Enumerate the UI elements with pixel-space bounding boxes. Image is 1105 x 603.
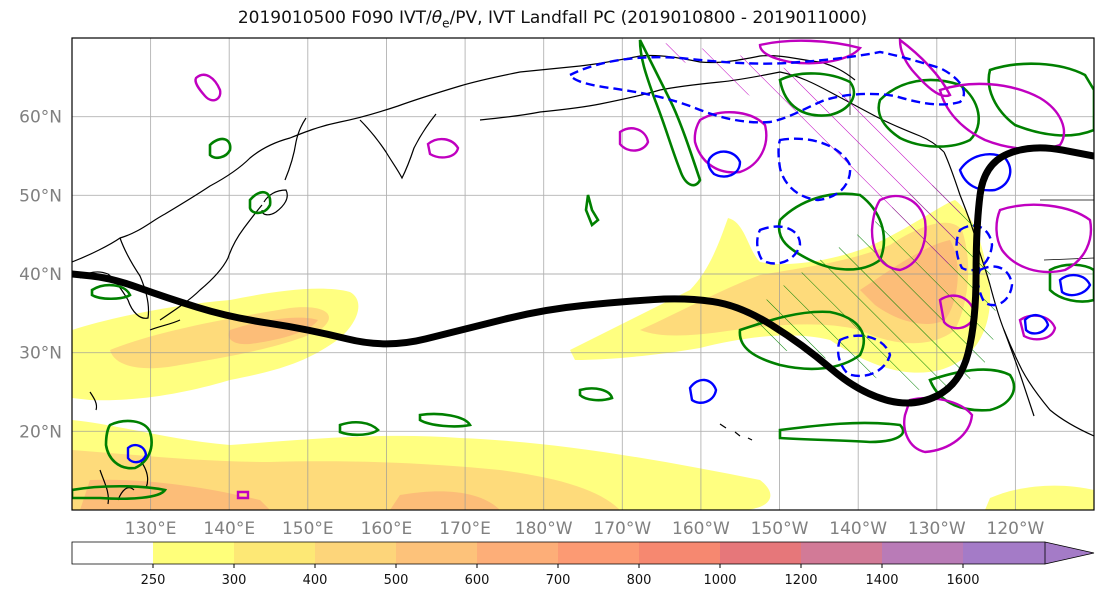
colorbar-tick-label: 1200 bbox=[784, 573, 817, 588]
title-suffix: /PV, IVT Landfall PC (2019010800 - 20190… bbox=[449, 8, 868, 28]
lon-label: 120°W bbox=[987, 519, 1045, 539]
colorbar-tick-label: 1600 bbox=[946, 573, 979, 588]
lon-label: 130°W bbox=[908, 519, 966, 539]
colorbar-segment bbox=[720, 542, 801, 564]
colorbar-tick-label: 600 bbox=[465, 573, 490, 588]
lat-label: 40°N bbox=[19, 265, 62, 285]
colorbar-segment bbox=[477, 542, 558, 564]
lon-label: 170°W bbox=[593, 519, 651, 539]
colorbar-tick-label: 500 bbox=[384, 573, 409, 588]
colorbar-segment bbox=[882, 542, 963, 564]
colorbar-segment bbox=[963, 542, 1045, 564]
colorbar-segment bbox=[396, 542, 477, 564]
colorbar-tick-label: 800 bbox=[627, 573, 652, 588]
colorbar-tick-label: 400 bbox=[303, 573, 328, 588]
coastline-kamchatka bbox=[359, 113, 437, 180]
coastline-korea bbox=[79, 237, 150, 319]
colorbar-segment bbox=[639, 542, 720, 564]
coastline-baja bbox=[1003, 329, 1035, 417]
lon-label: 160°W bbox=[672, 519, 730, 539]
colorbar-tick-label: 1000 bbox=[703, 573, 736, 588]
lon-label: 130°E bbox=[125, 519, 177, 539]
colorbar: 250 300 400 500 600 700 800 1000 1200 1400 1600 bbox=[71, 541, 1095, 588]
colorbar-tick-label: 250 bbox=[141, 573, 166, 588]
colorbar-segment bbox=[558, 542, 639, 564]
lat-label: 50°N bbox=[19, 186, 62, 206]
figure-title: 2019010500 F090 IVT/θe/PV, IVT Landfall … bbox=[0, 8, 1105, 30]
lon-label: 180°W bbox=[515, 519, 573, 539]
title-subscript: e bbox=[442, 16, 450, 31]
lat-label: 20°N bbox=[19, 422, 62, 442]
coastline-aleutians bbox=[479, 81, 721, 121]
title-theta: θ bbox=[431, 8, 443, 28]
coastline-sakhalin bbox=[284, 117, 307, 181]
blue-contours bbox=[126, 150, 1092, 464]
colorbar-tick-label: 1400 bbox=[865, 573, 898, 588]
longitude-labels: 130°E 140°E 150°E 160°E 170°E 180°W 170°W 160°W… bbox=[125, 519, 1045, 539]
ivt-plume-south-center bbox=[80, 479, 500, 510]
colorbar-segment bbox=[801, 542, 882, 564]
magenta-contours bbox=[194, 38, 1093, 500]
ivt-plume-southeast bbox=[985, 485, 1094, 510]
colorbar-segment bbox=[72, 542, 153, 564]
title-prefix: 2019010500 F090 IVT/ bbox=[237, 8, 432, 28]
jet-contour-line bbox=[72, 144, 1094, 407]
plot-frame bbox=[71, 37, 1095, 511]
coastline-taiwan bbox=[89, 391, 98, 411]
lat-label: 60°N bbox=[19, 108, 62, 128]
lon-label: 150°W bbox=[751, 519, 809, 539]
lat-label: 30°N bbox=[19, 344, 62, 364]
blue-dashed-contours bbox=[568, 50, 1014, 378]
green-contours bbox=[72, 39, 1094, 501]
colorbar-segment bbox=[234, 542, 315, 564]
coastline-hawaii bbox=[719, 423, 753, 441]
lon-label: 160°E bbox=[361, 519, 413, 539]
colorbar-segment bbox=[153, 542, 234, 564]
colorbar-extend-arrow bbox=[1044, 541, 1095, 565]
latitude-labels: 60°N 50°N 40°N 30°N 20°N bbox=[19, 108, 62, 443]
coastline-japan bbox=[149, 189, 288, 331]
lon-label: 140°W bbox=[829, 519, 887, 539]
lon-label: 140°E bbox=[203, 519, 255, 539]
colorbar-tick-label: 300 bbox=[222, 573, 247, 588]
hatched-region-magenta bbox=[640, 40, 962, 264]
colorbar-tick-label: 700 bbox=[546, 573, 571, 588]
colorbar-segment bbox=[315, 542, 396, 564]
lon-label: 170°E bbox=[439, 519, 491, 539]
lon-label: 150°E bbox=[282, 519, 334, 539]
